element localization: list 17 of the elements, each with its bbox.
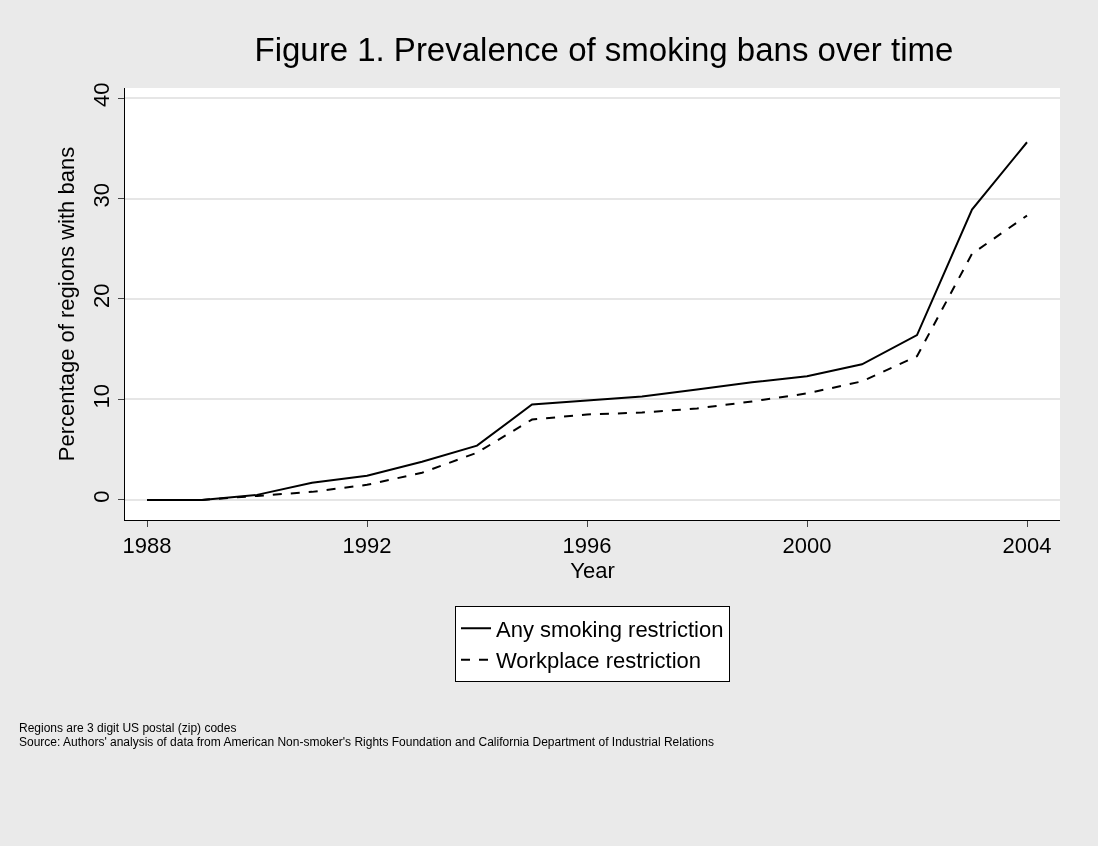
y-tick-label: 20: [89, 283, 115, 308]
text: Regions are 3 digit US postal (zip) codes: [19, 721, 237, 735]
x-tick-label: 1988: [122, 533, 172, 559]
x-tick-label: 2004: [1002, 533, 1052, 559]
chart-title: Figure 1. Prevalence of smoking bans over time: [254, 31, 954, 69]
legend-label: Workplace restriction: [496, 648, 701, 674]
y-tick-label: 10: [89, 383, 115, 409]
y-tick-label: 30: [89, 182, 115, 208]
y-tick-label: 40: [89, 82, 115, 107]
x-tick-label: 2000: [782, 533, 832, 559]
x-tick-label: 1996: [562, 533, 612, 559]
y-axis-title: Percentage of regions with bans: [54, 146, 79, 462]
source-note: Source: Authors' analysis of data from American Non-smoker's Rights Foundation and California Department of Industrial Relations: [19, 735, 714, 749]
x-axis-title: Year: [570, 558, 615, 584]
y-tick-label: 0: [89, 490, 115, 503]
x-tick-label: 1992: [342, 533, 392, 559]
legend-label: Any smoking restriction: [496, 616, 724, 642]
